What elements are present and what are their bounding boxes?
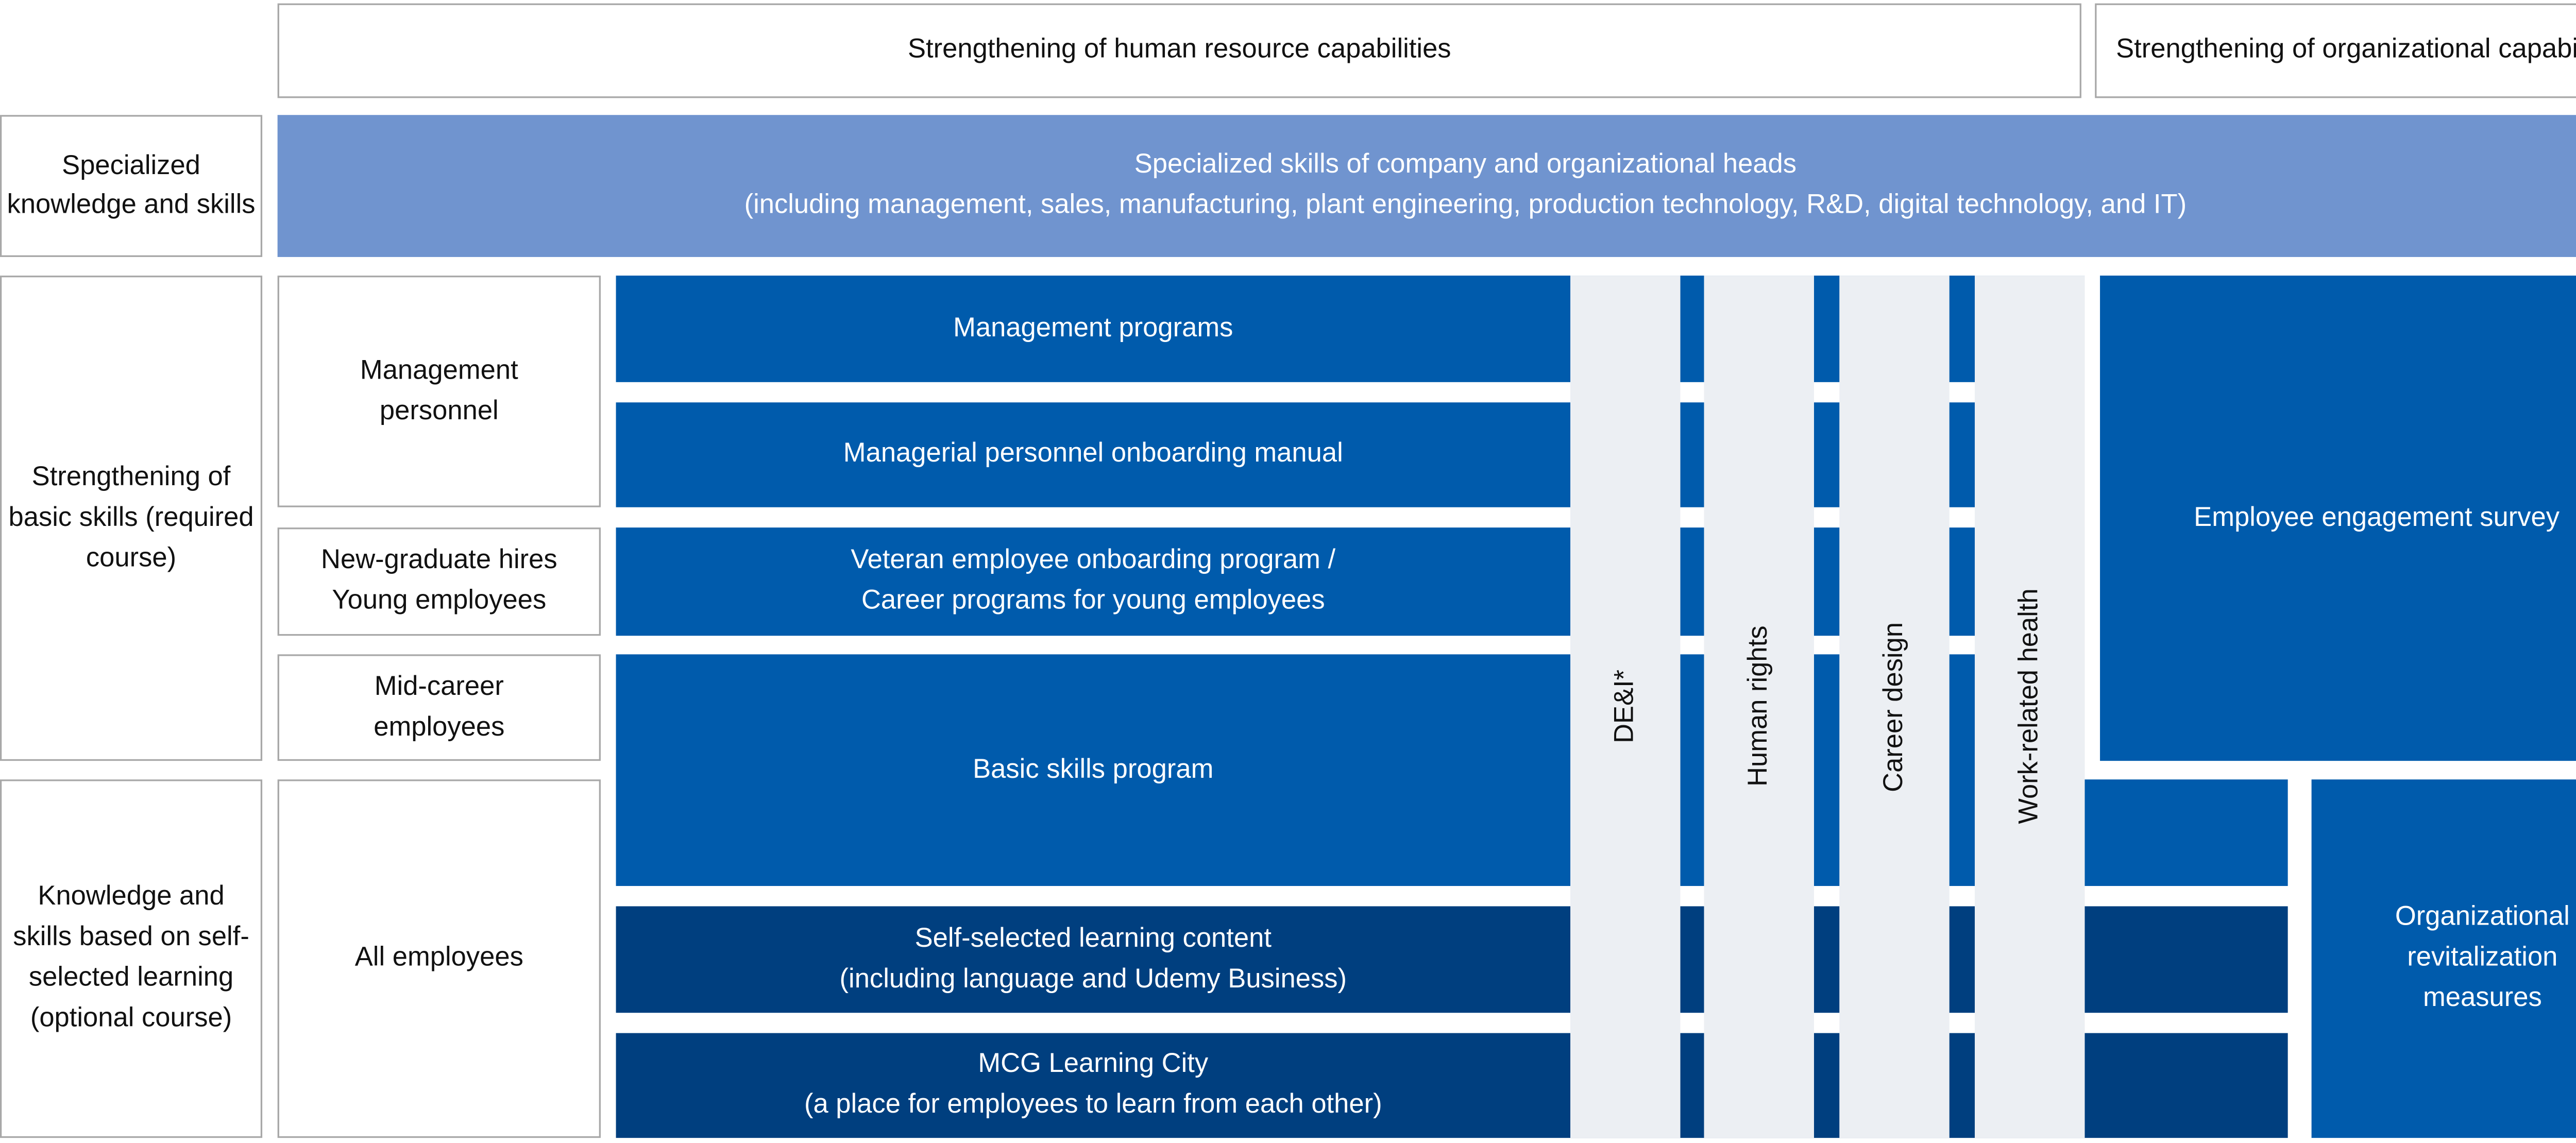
- organizational-revitalization: Organizational revitalization measures: [2311, 779, 2576, 1138]
- mcg-line2: (a place for employees to learn from eac…: [804, 1090, 1382, 1120]
- management-programs: Management programs: [953, 313, 1233, 343]
- self-line1: Self-selected learning content: [914, 924, 1272, 953]
- column-dei: DE&I*: [1570, 276, 1681, 1138]
- column-work-health: Work-related health: [1975, 276, 2085, 1138]
- basic-skills-program: Basic skills program: [973, 755, 1214, 784]
- column-work-health-label: Work-related health: [2014, 589, 2044, 825]
- connector-block: [2084, 1033, 2288, 1138]
- target-all: All employees: [277, 779, 601, 1138]
- row-basic-skills: Strengthening of basic skills (required …: [0, 276, 263, 761]
- veteran-line2: Career programs for young employees: [861, 587, 1325, 616]
- onboarding-manual: Managerial personnel onboarding manual: [843, 439, 1343, 469]
- mcg-line1: MCG Learning City: [978, 1050, 1209, 1079]
- column-dei-label: DE&I*: [1610, 670, 1639, 744]
- specialized-line2: (including management, sales, manufactur…: [744, 191, 2187, 220]
- mcg-learning-city: MCG Learning City (a place for employees…: [616, 1033, 1570, 1138]
- connector-block: [2084, 779, 2288, 886]
- header-human-resource: Strengthening of human resource capabili…: [277, 3, 2081, 98]
- column-career-design-label: Career design: [1879, 622, 1908, 792]
- target-management: Management personnel: [277, 276, 601, 507]
- self-selected-content: Self-selected learning content (includin…: [616, 906, 1570, 1013]
- target-mid-career: Mid-career employees: [277, 654, 601, 761]
- specialized-line1: Specialized skills of company and organi…: [1134, 150, 1797, 179]
- veteran-line1: Veteran employee onboarding program /: [851, 546, 1336, 575]
- header-organizational: Strengthening of organizational capabili…: [2095, 3, 2576, 98]
- veteran-program: Veteran employee onboarding program / Ca…: [616, 527, 1570, 636]
- row-self-selected: Knowledge and skills based on self-selec…: [0, 779, 263, 1138]
- engagement-survey: Employee engagement survey: [2100, 276, 2576, 761]
- column-career-design: Career design: [1839, 276, 1950, 1138]
- row-specialized: Specialized knowledge and skills: [0, 115, 263, 257]
- target-new-grad: New-graduate hires Young employees: [277, 527, 601, 636]
- connector-block: [2084, 906, 2288, 1013]
- self-line2: (including language and Udemy Business): [839, 964, 1347, 994]
- column-human-rights: Human rights: [1704, 276, 1814, 1138]
- specialized-skills-bar: Specialized skills of company and organi…: [277, 115, 2576, 257]
- column-human-rights-label: Human rights: [1743, 626, 1773, 788]
